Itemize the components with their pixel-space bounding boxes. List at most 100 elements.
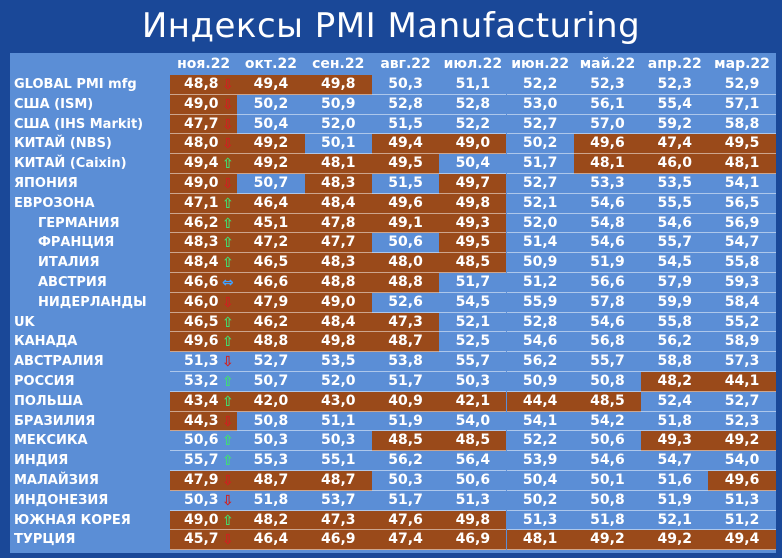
row-label: КИТАЙ (Caixin) <box>14 156 127 172</box>
table-cell: 56,6 <box>573 273 642 293</box>
cell-value: 49,4 <box>253 76 289 92</box>
cell-value: 53,0 <box>522 95 558 112</box>
cell-value: 50,6 <box>388 234 423 251</box>
up-arrow-icon: ⇧ <box>222 235 234 252</box>
table-cell: 49,4 ⇧ <box>170 154 238 174</box>
cell-value: 48,8 <box>253 333 289 350</box>
cell-value: 57,3 <box>724 353 760 370</box>
table-cell: 52,3 <box>641 75 709 95</box>
table-cell: 51,9 <box>573 253 642 273</box>
table-cell: 54,6 <box>641 214 709 234</box>
cell-value: 51,5 <box>388 175 423 191</box>
row-label: РОССИЯ <box>14 374 75 389</box>
cell-value: 48,7 <box>388 333 423 350</box>
cell-value: 50,8 <box>590 373 625 389</box>
table-cell: 57,3 <box>708 352 776 372</box>
cell-value: 47,9 <box>253 293 289 310</box>
down-arrow-icon: ⇩ <box>222 176 234 192</box>
table-cell: 49,8 <box>304 75 372 95</box>
cell-value: 50,6 <box>184 432 219 449</box>
table-cell: 43,4 ⇧ <box>170 391 238 412</box>
table-cell: 49,3 <box>439 213 507 234</box>
cell-value: 54,7 <box>657 452 693 469</box>
table-cell: 49,6 <box>573 134 642 155</box>
table-cell: 50,9 <box>506 253 574 273</box>
table-cell: 47,9 <box>237 292 305 313</box>
table-cell: 48,8 <box>371 273 440 293</box>
table-cell: 55,9 <box>506 293 574 313</box>
cell-value: 43,0 <box>320 392 356 409</box>
table-cell: 47,4 <box>641 134 709 155</box>
table-cell: 48,3 <box>304 174 372 194</box>
cell-value: 50,3 <box>388 472 423 488</box>
cell-value: 51,9 <box>657 491 693 508</box>
table-cell: 52,1 <box>439 313 507 333</box>
cell-value: 51,2 <box>522 274 558 290</box>
cell-value: 50,9 <box>522 254 558 271</box>
table-cell: 55,3 <box>237 451 305 471</box>
table-cell: 48,4 ⇧ <box>170 253 238 273</box>
table-cell: 52,0 <box>506 214 574 234</box>
cell-value: 54,6 <box>590 313 625 330</box>
column-header: май.22 <box>579 56 636 72</box>
table-cell: 52,1 <box>506 194 574 214</box>
table-cell: 51,9 <box>641 491 709 511</box>
cell-value: 54,6 <box>522 333 558 350</box>
table-cell: 43,0 <box>304 391 372 412</box>
table-cell: 55,5 <box>641 194 709 214</box>
cell-value: 51,7 <box>388 373 423 389</box>
table-cell: 59,3 <box>708 273 776 293</box>
table-cell: 47,9 ⇩ <box>170 471 238 491</box>
cell-value: 54,1 <box>724 175 760 191</box>
cell-value: 50,3 <box>253 432 289 449</box>
table-cell: 44,4 <box>506 391 574 412</box>
table-cell: 57,1 <box>708 95 776 115</box>
cell-value: 55,1 <box>320 452 356 469</box>
table-cell: 50,6 <box>573 431 642 452</box>
table-cell: 49,7 <box>439 174 507 194</box>
table-cell: 51,3 <box>708 491 776 511</box>
cell-value: 51,9 <box>388 412 423 429</box>
cell-value: 54,6 <box>590 452 625 469</box>
table-cell: 51,7 <box>371 372 440 392</box>
column-header: окт.22 <box>244 56 297 72</box>
cell-value: 52,6 <box>388 293 423 310</box>
table-cell: 56,4 <box>439 451 507 471</box>
cell-value: 48,0 <box>184 135 219 152</box>
cell-value: 50,9 <box>320 95 356 112</box>
cell-value: 50,6 <box>590 432 625 449</box>
cell-value: 44,3 <box>184 412 219 429</box>
table-cell: 47,6 <box>371 510 440 531</box>
table-cell: 48,0 ⇩ <box>170 134 238 155</box>
table-cell: 47,7 ⇩ <box>170 114 238 135</box>
cell-value: 46,6 <box>253 274 289 290</box>
cell-value: 49,2 <box>253 135 289 152</box>
table-cell: 59,2 <box>641 115 709 135</box>
cell-value: 56,6 <box>590 274 625 290</box>
cell-value: 56,4 <box>455 452 491 469</box>
cell-value: 52,5 <box>455 333 491 350</box>
table-cell: 54,0 <box>439 412 507 432</box>
table-cell: 58,8 <box>641 352 709 372</box>
cell-value: 56,9 <box>724 214 760 231</box>
cell-value: 47,3 <box>388 313 423 330</box>
column-header: сен.22 <box>312 56 365 72</box>
table-cell: 51,7 <box>506 154 574 174</box>
row-label: ТУРЦИЯ <box>14 532 76 548</box>
table-cell: 52,2 <box>506 431 574 452</box>
table-cell: 54,2 <box>573 412 642 432</box>
column-header: авг.22 <box>380 56 431 72</box>
table-cell: 44,3 ⇩ <box>170 411 238 432</box>
row-label: ИНДИЯ <box>14 453 69 469</box>
cell-value: 55,7 <box>455 353 491 370</box>
cell-value: 50,7 <box>253 175 289 191</box>
table-cell: 55,1 <box>304 451 372 471</box>
table-cell: 48,1 <box>304 154 372 174</box>
cell-value: 48,8 <box>184 76 219 92</box>
table-cell: 51,7 <box>371 491 440 511</box>
pmi-table: ноя.22 окт.22 сен.22 авг.22 июл.22 июн.22 май.… <box>10 53 776 553</box>
cell-value: 52,7 <box>253 353 289 370</box>
table-cell: 54,6 <box>573 313 642 333</box>
cell-value: 50,4 <box>455 155 491 172</box>
table-cell: 48,8 <box>304 273 372 293</box>
